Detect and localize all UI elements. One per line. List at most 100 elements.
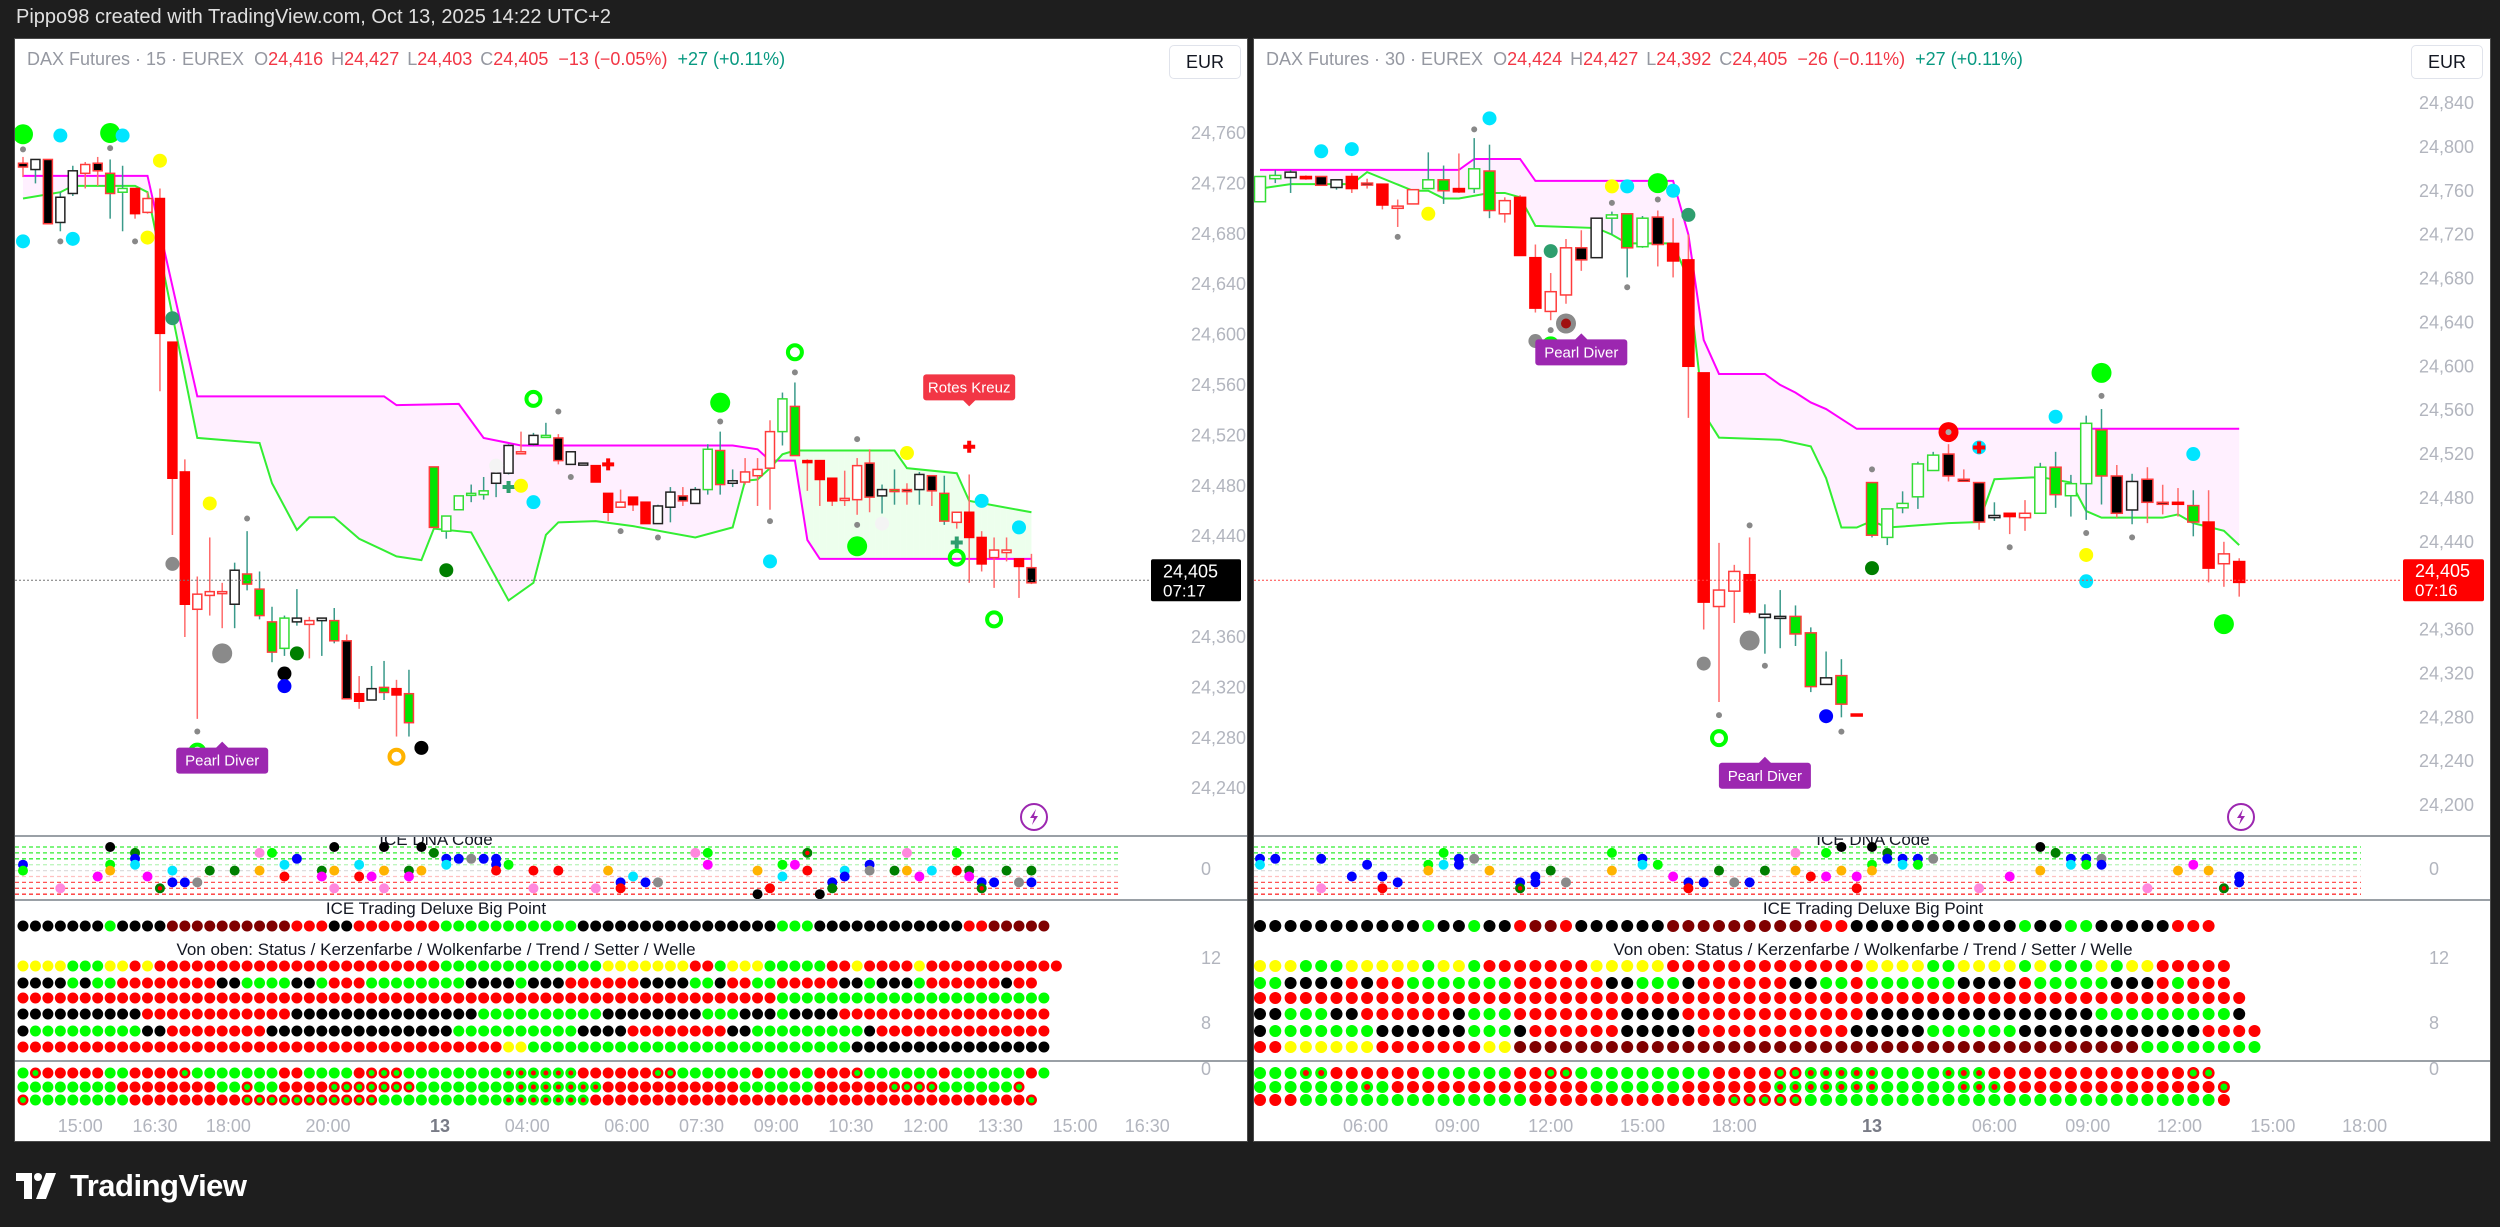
candle[interactable]	[428, 466, 440, 529]
candle[interactable]	[179, 459, 191, 637]
candle[interactable]	[1254, 175, 1267, 203]
chart-panel-15min[interactable]: 24,760 24,720 24,680 24,640 24,600 24,560 24,5…	[14, 38, 1248, 1142]
candle[interactable]	[939, 475, 950, 525]
candle[interactable]	[1881, 508, 1894, 546]
candle[interactable]	[167, 341, 178, 535]
candle[interactable]	[1942, 444, 1955, 482]
candle[interactable]	[1590, 217, 1603, 259]
symbol-name[interactable]: DAX Futures · 15 · EUREX	[27, 49, 245, 69]
candle[interactable]	[1666, 218, 1680, 278]
candle[interactable]	[1483, 144, 1496, 219]
candle[interactable]	[241, 531, 253, 591]
chart-canvas[interactable]: 24,84024,80024,76024,72024,68024,64024,6…	[1254, 39, 2491, 1142]
candle[interactable]	[1391, 199, 1404, 227]
candle[interactable]	[1437, 165, 1450, 204]
candle[interactable]	[92, 156, 103, 186]
candle[interactable]	[329, 608, 340, 644]
candle[interactable]	[2064, 474, 2078, 517]
candle[interactable]	[827, 477, 838, 506]
candle[interactable]	[441, 515, 452, 539]
lightning-icon[interactable]	[2227, 803, 2255, 831]
candle[interactable]	[353, 676, 365, 709]
candle[interactable]	[714, 431, 726, 495]
candle[interactable]	[366, 665, 377, 701]
candle[interactable]	[2217, 541, 2231, 587]
candle[interactable]	[1972, 481, 1986, 530]
candle[interactable]	[1467, 138, 1481, 193]
candle[interactable]	[540, 422, 552, 439]
signal-label[interactable]: Rotes Kreuz	[923, 374, 1016, 407]
candle[interactable]	[951, 511, 962, 529]
tradingview-logo[interactable]: TradingView	[16, 1168, 247, 1204]
candle[interactable]	[2232, 558, 2246, 597]
candle[interactable]	[702, 444, 713, 495]
candle[interactable]	[515, 431, 527, 455]
candle[interactable]	[204, 537, 215, 616]
candle[interactable]	[104, 159, 116, 219]
candle[interactable]	[640, 501, 651, 525]
candle[interactable]	[42, 158, 54, 225]
candle[interactable]	[602, 492, 614, 522]
candle[interactable]	[1452, 153, 1466, 193]
candle[interactable]	[652, 504, 664, 525]
candle[interactable]	[1001, 537, 1012, 562]
candle[interactable]	[1605, 211, 1619, 235]
candle[interactable]	[1314, 175, 1328, 187]
candle[interactable]	[2156, 484, 2169, 515]
candle[interactable]	[1911, 461, 1925, 509]
candle[interactable]	[117, 165, 128, 232]
candle[interactable]	[1758, 604, 1772, 654]
candle[interactable]	[2202, 490, 2215, 583]
candle[interactable]	[1988, 502, 2001, 521]
candle[interactable]	[665, 487, 676, 523]
signal-label[interactable]: Pearl Diver	[1535, 333, 1628, 366]
candle[interactable]	[1773, 590, 1787, 649]
candle[interactable]	[814, 459, 826, 506]
candle[interactable]	[2018, 500, 2032, 531]
candle[interactable]	[229, 562, 240, 629]
candle[interactable]	[1728, 564, 1741, 623]
candle[interactable]	[2187, 490, 2200, 537]
main-price-pane[interactable]	[15, 123, 1037, 766]
candle[interactable]	[129, 187, 141, 219]
candle[interactable]	[341, 634, 352, 700]
candle[interactable]	[1819, 651, 1833, 686]
candle[interactable]	[279, 615, 290, 656]
candle[interactable]	[739, 458, 751, 485]
candle[interactable]	[1865, 481, 1879, 538]
chart-panel-30min[interactable]: 24,840 24,800 24,760 24,720 24,680 24,640 24,6…	[1253, 38, 2491, 1142]
candle[interactable]	[914, 471, 925, 505]
candle[interactable]	[1743, 537, 1756, 615]
candle[interactable]	[478, 476, 489, 500]
candle[interactable]	[677, 487, 689, 506]
candle[interactable]	[1299, 175, 1313, 180]
candle[interactable]	[1013, 558, 1025, 598]
candle[interactable]	[839, 470, 850, 506]
candle[interactable]	[1498, 197, 1512, 223]
candle[interactable]	[154, 188, 166, 392]
candle[interactable]	[2049, 451, 2062, 508]
candle[interactable]	[1697, 372, 1710, 630]
candle[interactable]	[1789, 605, 1802, 647]
candle[interactable]	[2034, 462, 2047, 515]
candle[interactable]	[528, 432, 539, 446]
candle[interactable]	[578, 462, 589, 466]
candle[interactable]	[453, 495, 464, 511]
currency-button[interactable]: EUR	[1169, 45, 1241, 79]
symbol-name[interactable]: DAX Futures · 30 · EUREX	[1266, 49, 1484, 69]
candle[interactable]	[1544, 273, 1557, 321]
candle[interactable]	[30, 158, 41, 184]
candle[interactable]	[17, 156, 29, 178]
candle[interactable]	[1636, 215, 1649, 248]
main-price-pane[interactable]	[1254, 111, 2246, 748]
candle[interactable]	[727, 469, 738, 488]
candle[interactable]	[615, 489, 626, 508]
candle[interactable]	[378, 660, 390, 700]
candle[interactable]	[864, 449, 875, 513]
dna-code-pane[interactable]: ICE DNA Code	[15, 830, 1121, 899]
candle[interactable]	[752, 458, 763, 506]
candle[interactable]	[2095, 409, 2108, 505]
candle[interactable]	[1360, 178, 1374, 189]
candle[interactable]	[67, 165, 79, 196]
candle[interactable]	[1559, 239, 1573, 304]
